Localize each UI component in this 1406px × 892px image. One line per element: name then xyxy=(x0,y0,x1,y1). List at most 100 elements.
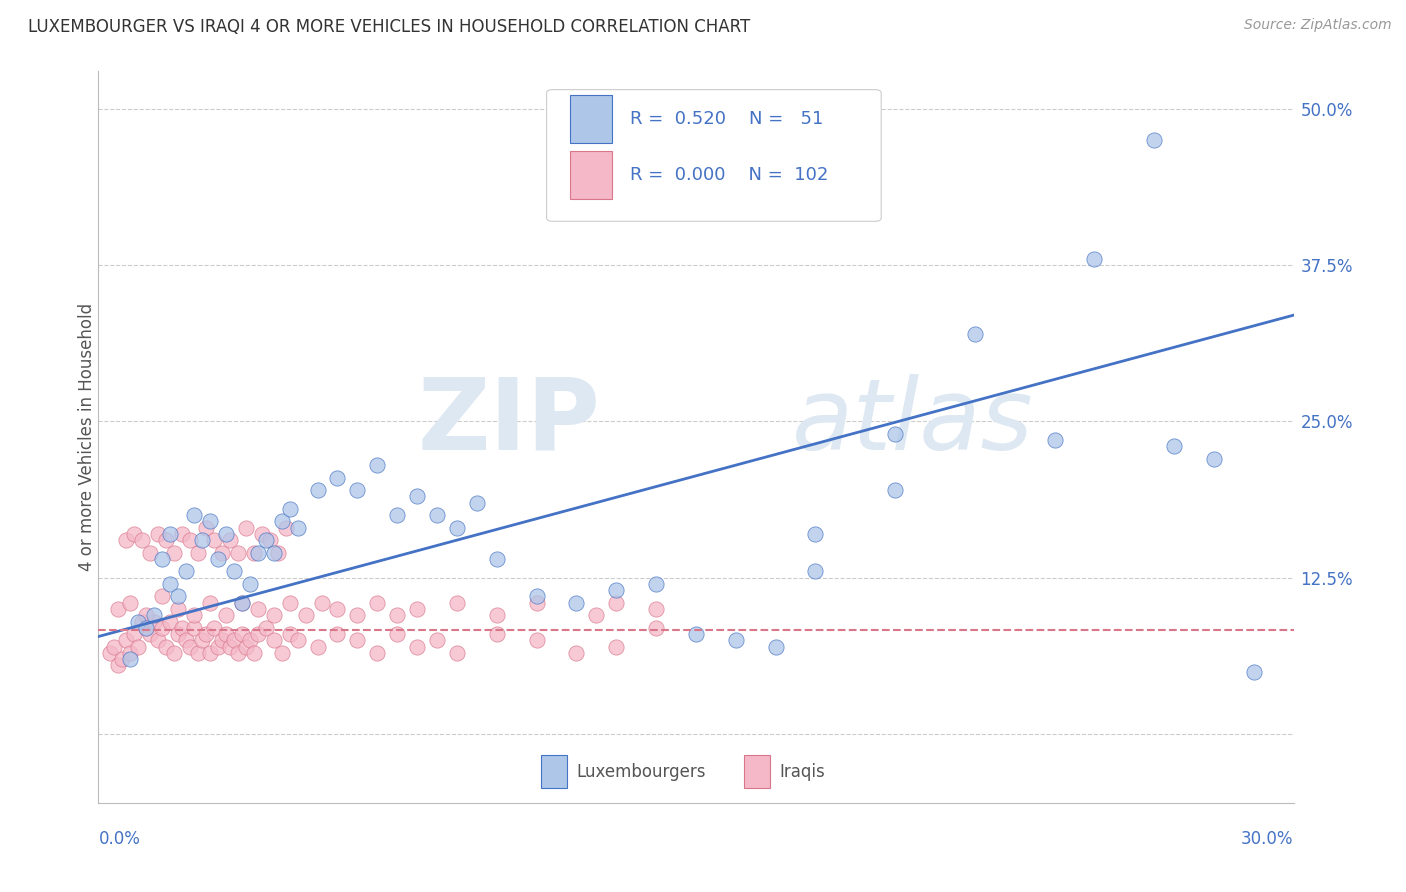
Text: Source: ZipAtlas.com: Source: ZipAtlas.com xyxy=(1244,18,1392,32)
Point xyxy=(198,515,221,529)
Point xyxy=(605,583,627,598)
Point xyxy=(485,627,508,641)
Point xyxy=(150,552,173,566)
Point xyxy=(585,608,607,623)
Point xyxy=(163,546,186,560)
Point xyxy=(1163,440,1185,454)
Point xyxy=(243,546,266,560)
Point xyxy=(645,577,668,591)
Point xyxy=(159,527,181,541)
Text: 30.0%: 30.0% xyxy=(1241,830,1294,847)
Point xyxy=(235,640,257,654)
Point xyxy=(120,652,142,666)
Point xyxy=(346,633,368,648)
Point xyxy=(243,646,266,660)
Point xyxy=(187,646,209,660)
Point xyxy=(172,621,194,635)
Point xyxy=(294,608,316,623)
Point xyxy=(159,577,181,591)
Point xyxy=(239,577,262,591)
Point xyxy=(307,483,329,498)
Point xyxy=(183,508,205,523)
Point xyxy=(526,596,548,610)
Point xyxy=(246,602,269,616)
Point xyxy=(215,608,238,623)
Point xyxy=(263,633,285,648)
Point xyxy=(485,552,508,566)
Point xyxy=(1243,665,1265,679)
Point xyxy=(207,640,229,654)
Point xyxy=(172,527,194,541)
Point xyxy=(127,640,149,654)
Point xyxy=(148,633,170,648)
Text: R =  0.520    N =   51: R = 0.520 N = 51 xyxy=(630,111,824,128)
Point xyxy=(219,533,242,548)
Point xyxy=(326,627,349,641)
Point xyxy=(115,633,138,648)
Point xyxy=(215,527,238,541)
Point xyxy=(1143,133,1166,147)
Point xyxy=(287,521,309,535)
Point xyxy=(191,533,214,548)
Point xyxy=(270,515,292,529)
Point xyxy=(724,633,747,648)
Point xyxy=(198,596,221,610)
Point xyxy=(311,596,333,610)
Point xyxy=(366,458,388,473)
Point xyxy=(605,596,627,610)
Point xyxy=(187,546,209,560)
FancyBboxPatch shape xyxy=(540,756,567,789)
Point xyxy=(202,621,225,635)
Text: ZIP: ZIP xyxy=(418,374,600,471)
Point xyxy=(167,602,190,616)
Point xyxy=(135,621,157,635)
Point xyxy=(645,621,668,635)
Point xyxy=(231,627,253,641)
Point xyxy=(111,652,134,666)
Point xyxy=(219,640,242,654)
FancyBboxPatch shape xyxy=(571,152,613,199)
FancyBboxPatch shape xyxy=(571,95,613,143)
Point xyxy=(804,527,827,541)
Point xyxy=(143,615,166,629)
Text: R =  0.000    N =  102: R = 0.000 N = 102 xyxy=(630,166,828,185)
Point xyxy=(274,521,297,535)
Point xyxy=(107,602,129,616)
Point xyxy=(150,590,173,604)
Point xyxy=(222,633,245,648)
Point xyxy=(267,546,290,560)
Point xyxy=(167,627,190,641)
Point xyxy=(107,658,129,673)
FancyBboxPatch shape xyxy=(547,89,882,221)
Point xyxy=(446,646,468,660)
Point xyxy=(426,508,449,523)
Point xyxy=(124,627,146,641)
Point xyxy=(263,546,285,560)
Point xyxy=(198,646,221,660)
Point xyxy=(385,608,409,623)
Point xyxy=(150,621,173,635)
Y-axis label: 4 or more Vehicles in Household: 4 or more Vehicles in Household xyxy=(79,303,96,571)
Point xyxy=(159,615,181,629)
Point xyxy=(131,533,153,548)
Point xyxy=(254,621,277,635)
Point xyxy=(155,533,177,548)
Point xyxy=(174,565,197,579)
Point xyxy=(406,490,429,504)
Point xyxy=(195,627,218,641)
Point xyxy=(346,608,368,623)
Point xyxy=(366,646,388,660)
Point xyxy=(231,596,253,610)
Point xyxy=(263,608,285,623)
Point xyxy=(148,527,170,541)
Text: LUXEMBOURGER VS IRAQI 4 OR MORE VEHICLES IN HOUSEHOLD CORRELATION CHART: LUXEMBOURGER VS IRAQI 4 OR MORE VEHICLES… xyxy=(28,18,751,36)
Point xyxy=(124,527,146,541)
Point xyxy=(246,627,269,641)
Point xyxy=(127,615,149,629)
Point xyxy=(226,546,249,560)
Point xyxy=(307,640,329,654)
Point xyxy=(385,627,409,641)
Point xyxy=(183,621,205,635)
Point xyxy=(526,633,548,648)
Point xyxy=(385,508,409,523)
